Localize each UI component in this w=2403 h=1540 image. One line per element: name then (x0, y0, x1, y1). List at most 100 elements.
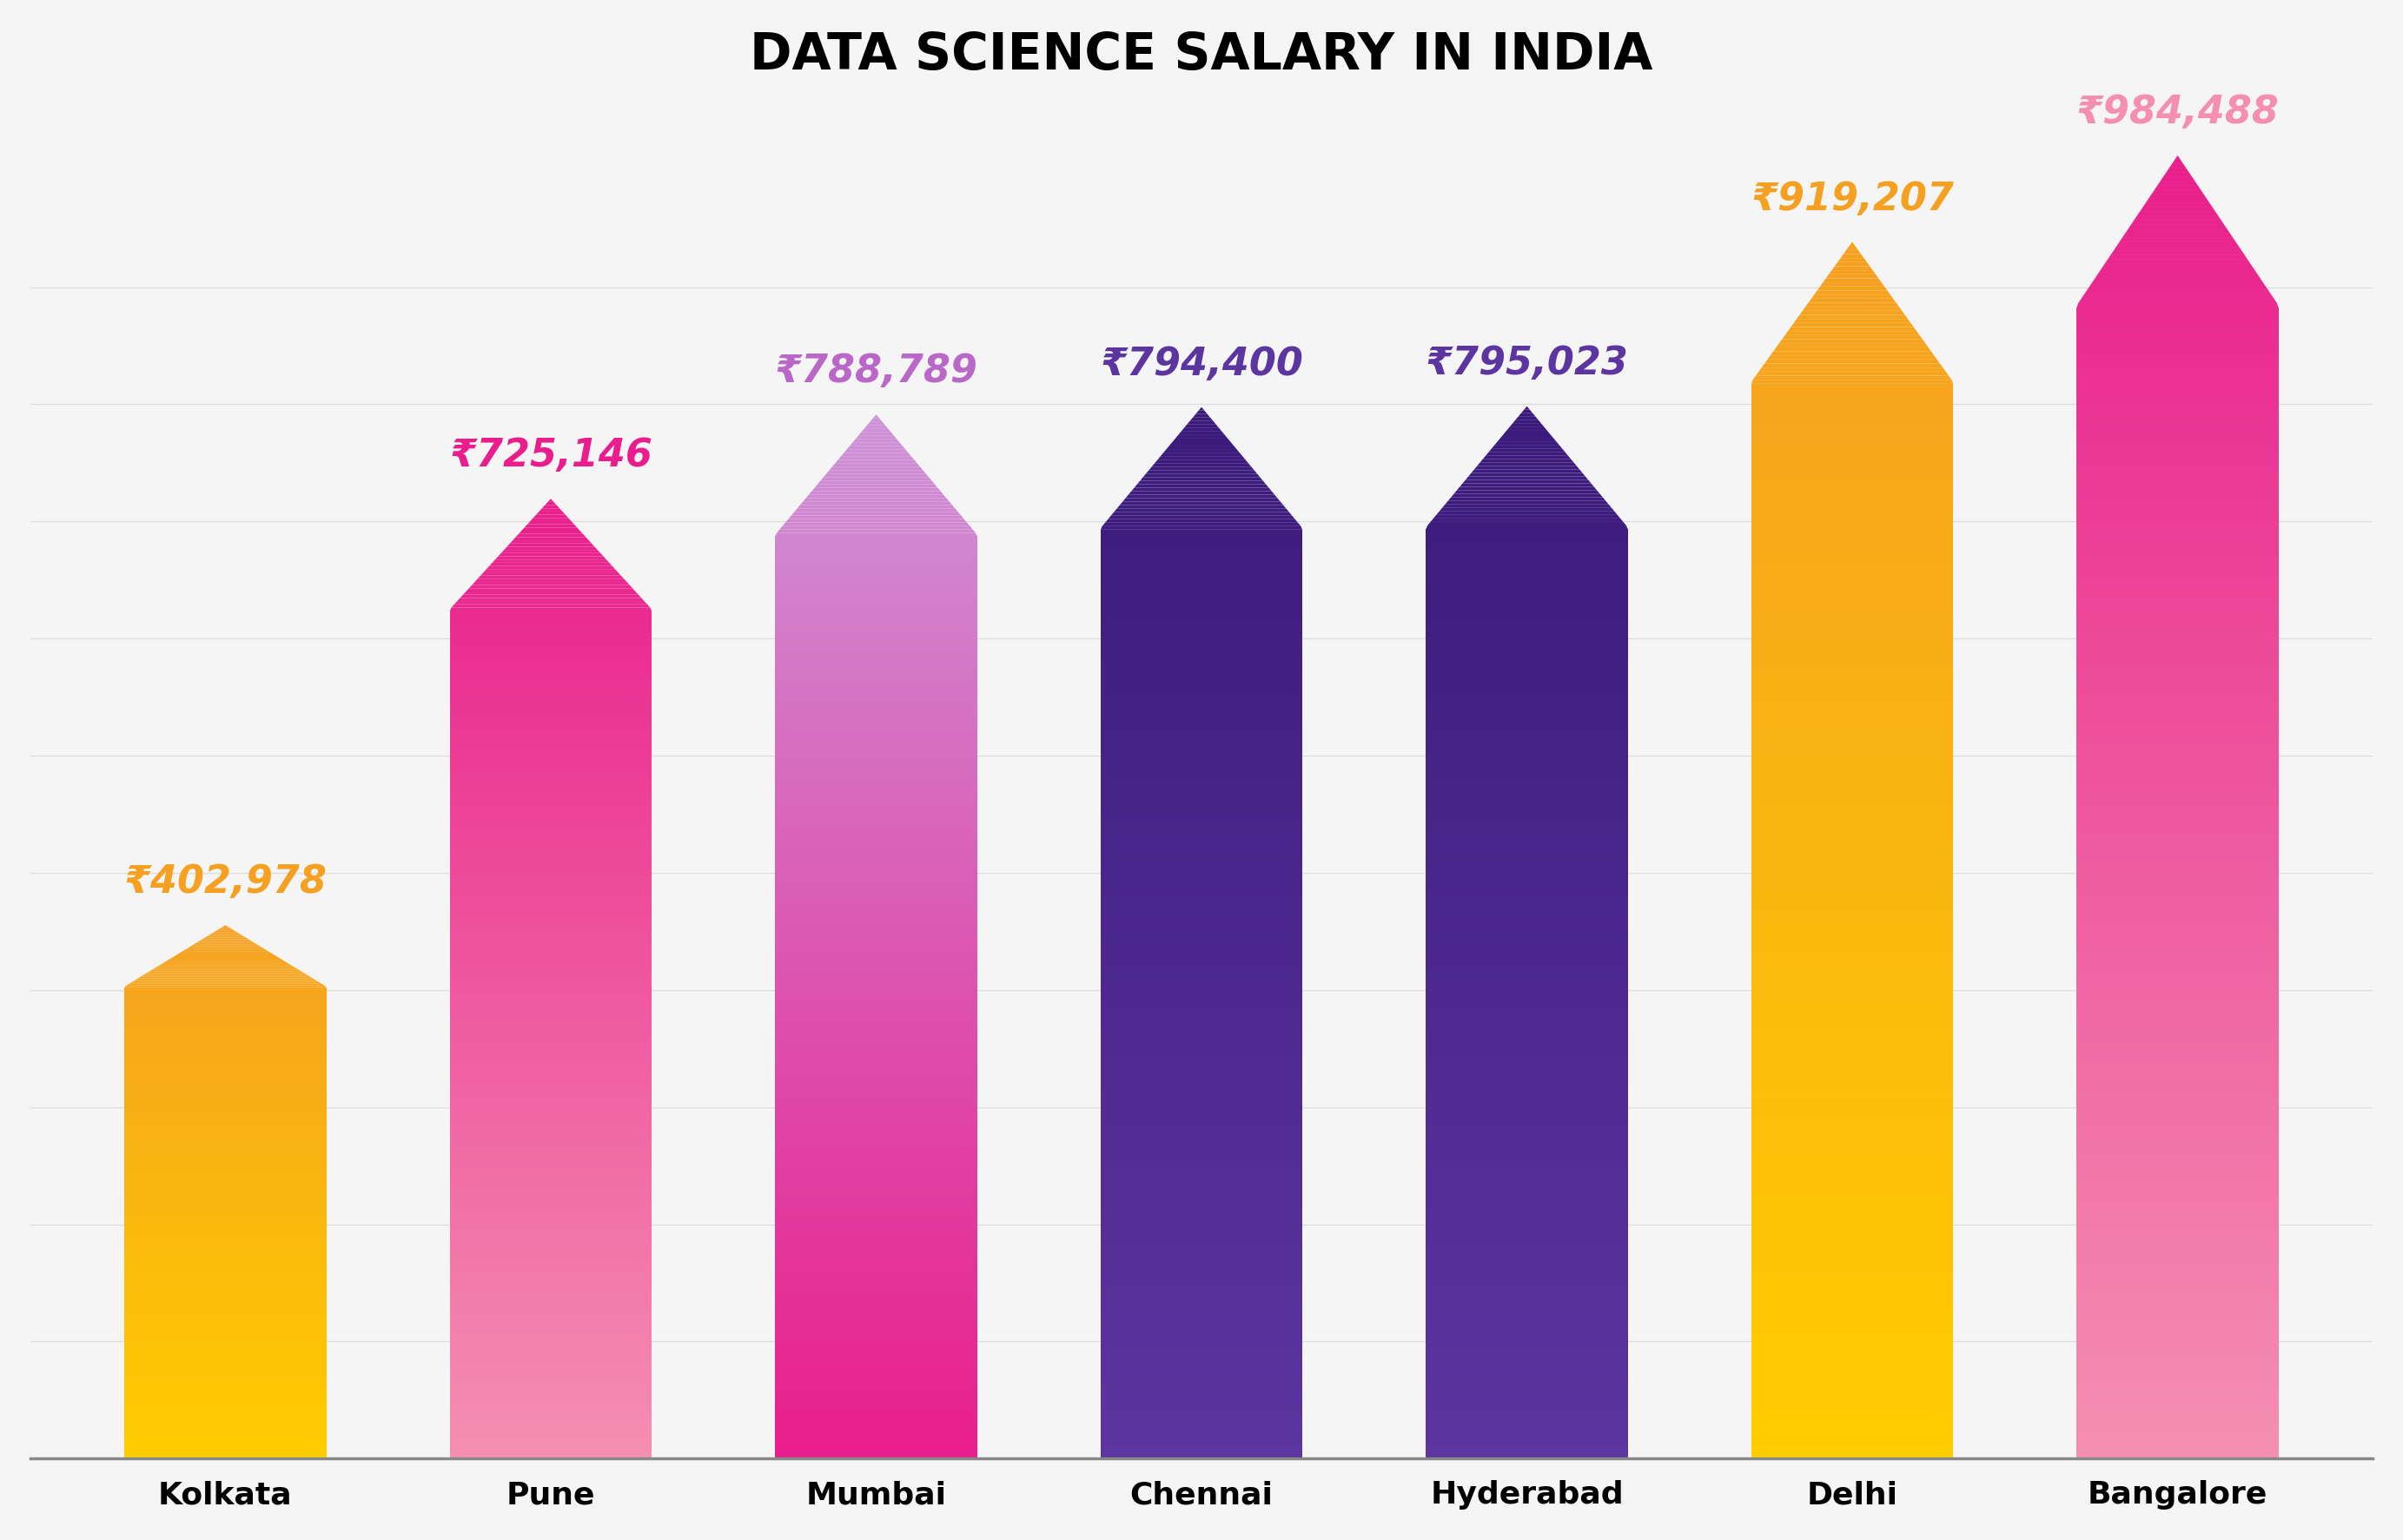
Polygon shape (449, 1072, 651, 1075)
Polygon shape (776, 742, 978, 745)
Polygon shape (1101, 764, 1302, 768)
Polygon shape (2076, 1024, 2278, 1029)
Polygon shape (2076, 356, 2278, 360)
Polygon shape (1425, 1003, 1627, 1006)
Polygon shape (1101, 725, 1302, 730)
Polygon shape (2076, 1129, 2278, 1133)
Polygon shape (1425, 665, 1627, 670)
Polygon shape (1752, 1033, 1954, 1036)
Polygon shape (1752, 944, 1954, 947)
Polygon shape (2076, 1337, 2278, 1341)
Polygon shape (2076, 1280, 2278, 1284)
Polygon shape (776, 1287, 978, 1292)
Polygon shape (1425, 616, 1627, 621)
Polygon shape (449, 1177, 651, 1180)
Polygon shape (125, 1243, 327, 1246)
Polygon shape (1101, 1255, 1302, 1258)
Polygon shape (1425, 904, 1627, 909)
Polygon shape (1101, 961, 1302, 964)
Polygon shape (449, 621, 651, 624)
Polygon shape (776, 1093, 978, 1096)
Polygon shape (1101, 1090, 1302, 1093)
Polygon shape (1101, 859, 1302, 862)
Polygon shape (1101, 978, 1302, 983)
Polygon shape (125, 1240, 327, 1241)
Polygon shape (2076, 1401, 2278, 1406)
Polygon shape (1814, 291, 1891, 294)
Polygon shape (2076, 1055, 2278, 1060)
Polygon shape (1101, 1445, 1302, 1448)
Polygon shape (1101, 824, 1302, 827)
Polygon shape (1752, 1187, 1954, 1190)
Polygon shape (2076, 1086, 2278, 1089)
Text: ₹725,146: ₹725,146 (449, 437, 651, 474)
Polygon shape (1425, 1112, 1627, 1115)
Polygon shape (449, 1378, 651, 1381)
Polygon shape (2143, 203, 2213, 208)
Polygon shape (125, 1112, 327, 1113)
Polygon shape (1425, 704, 1627, 708)
Polygon shape (1425, 695, 1627, 698)
Polygon shape (125, 1408, 327, 1409)
Polygon shape (1425, 995, 1627, 999)
Polygon shape (1752, 1012, 1954, 1016)
Polygon shape (125, 1249, 327, 1250)
Polygon shape (1425, 588, 1627, 593)
Polygon shape (1101, 1452, 1302, 1455)
Polygon shape (776, 748, 978, 752)
Polygon shape (173, 955, 279, 958)
Polygon shape (449, 1215, 651, 1218)
Polygon shape (507, 544, 594, 547)
Polygon shape (1509, 424, 1545, 427)
Polygon shape (1752, 1255, 1954, 1260)
Polygon shape (1425, 873, 1627, 876)
Polygon shape (776, 1187, 978, 1190)
Polygon shape (1449, 497, 1605, 500)
Polygon shape (483, 570, 618, 573)
Polygon shape (125, 1166, 327, 1167)
Polygon shape (1425, 1143, 1627, 1146)
Polygon shape (125, 1331, 327, 1332)
Polygon shape (776, 1124, 978, 1127)
Polygon shape (476, 579, 627, 582)
Polygon shape (156, 966, 296, 967)
Polygon shape (1752, 1227, 1954, 1232)
Polygon shape (1425, 645, 1627, 648)
Polygon shape (1752, 587, 1954, 591)
Polygon shape (1425, 1409, 1627, 1414)
Polygon shape (2076, 494, 2278, 499)
Polygon shape (1425, 992, 1627, 995)
Polygon shape (776, 752, 978, 756)
Polygon shape (125, 1177, 327, 1178)
Polygon shape (2076, 986, 2278, 990)
Polygon shape (2076, 477, 2278, 480)
Polygon shape (1101, 1153, 1302, 1157)
Polygon shape (1425, 1294, 1627, 1297)
Polygon shape (125, 1086, 327, 1087)
Polygon shape (776, 1246, 978, 1250)
Polygon shape (2076, 342, 2278, 346)
Polygon shape (776, 568, 978, 571)
Polygon shape (125, 1053, 327, 1055)
Polygon shape (776, 1257, 978, 1260)
Polygon shape (1752, 1146, 1954, 1150)
Polygon shape (1425, 1058, 1627, 1063)
Polygon shape (2170, 165, 2187, 168)
Polygon shape (2076, 425, 2278, 430)
Polygon shape (1101, 656, 1302, 659)
Polygon shape (1752, 1170, 1954, 1175)
Polygon shape (1425, 821, 1627, 824)
Polygon shape (776, 602, 978, 605)
Polygon shape (125, 1229, 327, 1230)
Polygon shape (1752, 1029, 1954, 1033)
Polygon shape (1425, 865, 1627, 869)
Polygon shape (776, 762, 978, 765)
Polygon shape (2076, 1141, 2278, 1146)
Polygon shape (1101, 1230, 1302, 1234)
Polygon shape (2076, 1358, 2278, 1363)
Polygon shape (1101, 1161, 1302, 1164)
Polygon shape (125, 1121, 327, 1123)
Polygon shape (1797, 314, 1908, 319)
Polygon shape (776, 1420, 978, 1424)
Polygon shape (2076, 802, 2278, 807)
